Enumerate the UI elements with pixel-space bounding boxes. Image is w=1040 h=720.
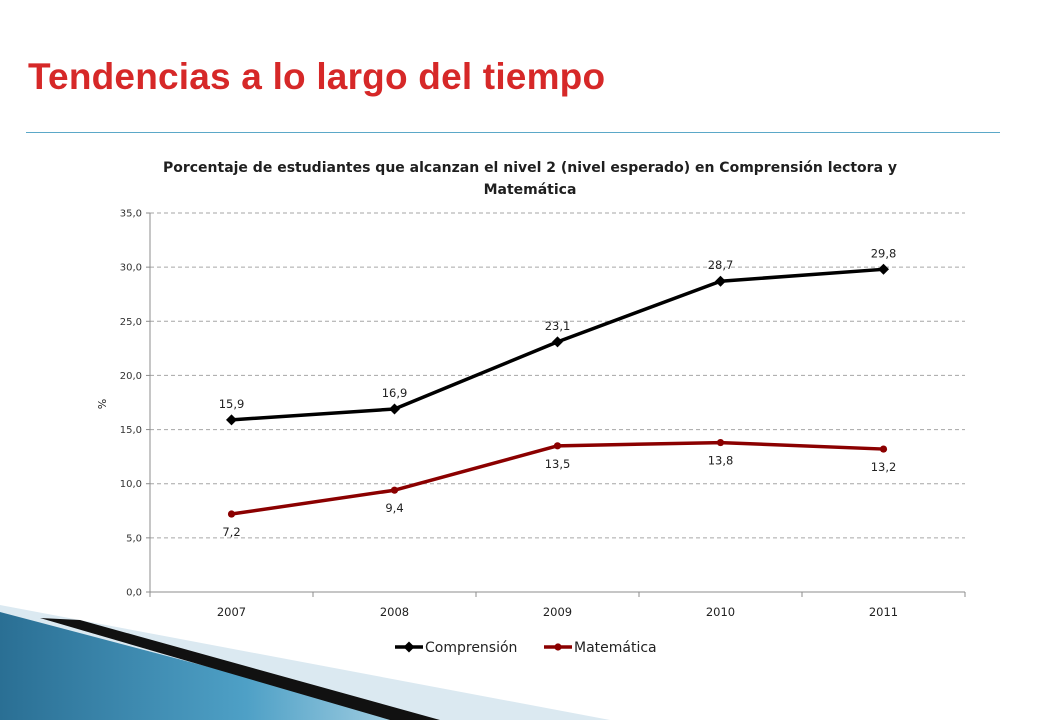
y-tick-label: 5,0 [126, 533, 142, 544]
data-point-matematica [553, 442, 562, 450]
legend-item-comprension: Comprensión [395, 640, 517, 656]
legend-marker-matematica [554, 643, 562, 651]
axes [146, 212, 966, 597]
data-label-comprension: 29,8 [871, 246, 897, 260]
data-point-comprension [715, 275, 726, 287]
data-label-matematica: 7,2 [222, 525, 240, 539]
x-tick-label: 2011 [869, 605, 898, 619]
y-axis-label: % [96, 399, 109, 409]
y-tick-label: 35,0 [120, 209, 142, 220]
series [226, 263, 889, 518]
y-tick-label: 30,0 [120, 263, 142, 274]
data-point-matematica [879, 445, 888, 453]
y-tick-labels: 0,0 5,0 10,0 15,0 20,0 25,0 30,0 35,0 [120, 209, 142, 599]
data-label-matematica: 13,5 [545, 457, 571, 471]
legend-marker-comprension [403, 641, 415, 653]
data-label-matematica: 13,8 [708, 454, 734, 468]
data-label-matematica: 9,4 [385, 501, 403, 515]
y-tick-label: 25,0 [120, 317, 142, 328]
data-point-comprension [226, 414, 237, 426]
series-line-matematica [231, 440, 884, 516]
series-comprension [226, 263, 889, 426]
data-point-comprension [389, 403, 400, 415]
data-labels: 15,9 16,9 23,1 28,7 29,8 7,2 9,4 13,5 13,8 13,2 [219, 246, 897, 539]
x-tick-label: 2008 [380, 605, 409, 619]
x-tick-labels: 2007 2008 2009 2010 2011 [217, 605, 898, 619]
data-label-comprension: 16,9 [382, 386, 408, 400]
legend-label-matematica: Matemática [574, 640, 657, 656]
legend-item-matematica: Matemática [544, 640, 657, 656]
data-label-matematica: 13,2 [871, 460, 897, 474]
y-tick-label: 0,0 [126, 588, 142, 599]
data-point-matematica [390, 486, 399, 494]
data-label-comprension: 15,9 [219, 397, 245, 411]
x-tick-label: 2010 [706, 605, 735, 619]
legend: Comprensión Matemática [395, 640, 657, 656]
gridlines [150, 212, 965, 539]
x-tick-label: 2009 [543, 605, 572, 619]
title-divider [26, 132, 1000, 133]
legend-label-comprension: Comprensión [425, 640, 517, 656]
data-point-matematica [227, 510, 236, 518]
y-tick-label: 20,0 [120, 371, 142, 382]
data-point-matematica [716, 438, 725, 447]
y-tick-label: 10,0 [120, 479, 142, 490]
slide-title: Tendencias a lo largo del tiempo [28, 56, 606, 97]
series-matematica [227, 438, 888, 518]
data-label-comprension: 23,1 [545, 319, 571, 333]
x-tick-label: 2007 [217, 605, 246, 619]
data-point-comprension [552, 336, 563, 348]
data-label-comprension: 28,7 [708, 258, 734, 272]
y-tick-label: 15,0 [120, 425, 142, 436]
chart-title: Porcentaje de estudiantes que alcanzan e… [162, 160, 898, 198]
data-point-comprension [878, 263, 889, 275]
